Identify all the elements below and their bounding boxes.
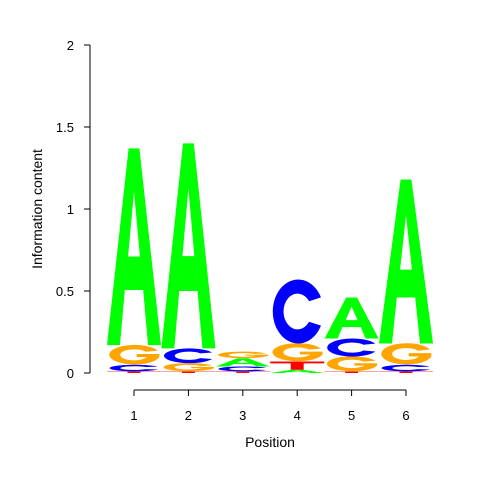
position-stack-4 [270,279,325,373]
letter-A-pos5 [324,297,379,339]
x-tick-label: 3 [239,408,246,423]
letter-C-pos6 [381,364,430,372]
position-stack-2 [161,143,216,373]
letter-G-pos6 [381,343,432,365]
letter-T-pos6 [379,371,433,373]
letter-T-pos1 [107,371,161,373]
position-stack-6 [379,179,433,373]
x-tick-label: 1 [130,408,137,423]
letter-A-pos6 [379,179,433,344]
letter-T-pos4 [270,361,325,370]
letter-T-pos5 [324,371,379,373]
y-tick-label: 1 [67,202,74,217]
letter-C-pos1 [109,364,158,372]
letter-C-pos3 [218,366,267,372]
letter-A-pos2 [161,143,216,349]
y-tick-label: 2 [67,38,74,53]
letter-A-pos3 [215,358,270,367]
letter-C-pos4 [272,279,321,344]
letter-G-pos1 [109,344,160,365]
letter-G-pos2 [163,363,214,372]
letter-A-pos1 [107,148,161,346]
letter-A-pos4 [270,369,325,373]
y-axis-label: Information content [29,149,45,269]
y-tick-label: 1.5 [56,120,74,135]
letter-G-pos4 [272,343,323,362]
letter-T-pos2 [161,371,216,373]
logo-letter-stacks [107,143,433,373]
position-stack-1 [107,148,161,373]
letter-G-pos3 [218,351,269,359]
x-tick-label: 6 [402,408,409,423]
x-axis-ticks: 1 2 3 4 5 6 [130,390,410,423]
y-axis-ticks: 0 0.5 1 1.5 2 [56,38,90,381]
x-tick-label: 2 [185,408,192,423]
letter-C-pos5 [327,338,376,357]
letter-C-pos2 [163,348,213,364]
x-tick-label: 5 [348,408,355,423]
position-stack-5 [324,297,379,373]
x-axis-label: Position [245,434,295,450]
y-tick-label: 0.5 [56,284,74,299]
letter-G-pos5 [326,356,377,372]
letter-T-pos3 [215,371,270,373]
position-stack-3 [215,351,270,373]
y-tick-label: 0 [67,366,74,381]
x-tick-label: 4 [294,408,301,423]
